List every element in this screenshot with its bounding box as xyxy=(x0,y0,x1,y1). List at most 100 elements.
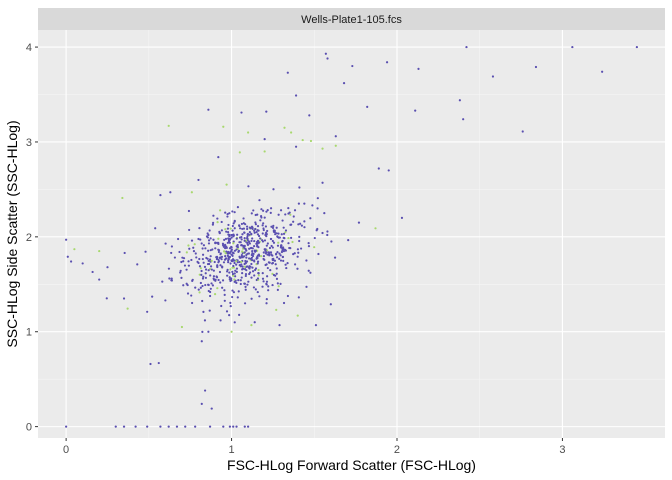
scatter-point xyxy=(307,269,310,272)
scatter-point xyxy=(214,247,217,250)
scatter-point xyxy=(225,310,229,313)
scatter-point xyxy=(213,292,217,296)
scatter-point xyxy=(66,255,69,258)
scatter-point xyxy=(190,239,194,242)
scatter-point xyxy=(286,294,290,298)
scatter-point xyxy=(202,261,205,264)
scatter-point xyxy=(229,301,232,304)
scatter-point xyxy=(192,250,196,253)
scatter-point xyxy=(342,82,346,85)
scatter-point xyxy=(282,236,285,240)
scatter-point xyxy=(264,252,267,255)
scatter-point xyxy=(212,275,216,278)
scatter-point xyxy=(212,269,215,272)
scatter-point xyxy=(324,52,327,55)
scatter-point xyxy=(254,223,258,226)
scatter-point xyxy=(289,213,292,216)
scatter-point xyxy=(274,233,277,236)
scatter-point xyxy=(201,277,205,280)
scatter-point xyxy=(207,108,210,111)
scatter-point xyxy=(200,269,203,273)
scatter-point xyxy=(272,259,275,262)
scatter-point xyxy=(259,215,263,218)
scatter-point xyxy=(259,219,262,222)
scatter-point xyxy=(458,99,461,102)
scatter-point xyxy=(253,231,256,234)
scatter-point xyxy=(210,282,213,285)
scatter-point xyxy=(167,267,171,270)
scatter-point xyxy=(271,272,274,275)
scatter-point xyxy=(194,252,197,255)
scatter-point xyxy=(274,263,277,266)
scatter-point xyxy=(231,210,234,213)
scatter-point xyxy=(204,272,207,275)
scatter-point xyxy=(207,283,210,287)
scatter-point xyxy=(294,145,298,148)
scatter-point xyxy=(251,249,254,253)
scatter-point xyxy=(254,267,258,270)
scatter-point xyxy=(272,188,275,191)
scatter-point xyxy=(226,215,229,218)
scatter-point xyxy=(248,272,251,276)
scatter-point xyxy=(220,220,223,224)
scatter-point xyxy=(221,265,224,268)
scatter-point xyxy=(190,294,193,297)
scatter-point xyxy=(251,266,254,269)
scatter-point xyxy=(232,264,235,268)
scatter-point xyxy=(277,241,280,244)
scatter-point xyxy=(280,250,284,254)
scatter-point xyxy=(194,286,197,289)
scatter-point xyxy=(211,284,215,287)
scatter-point xyxy=(250,276,253,279)
scatter-point xyxy=(246,235,249,238)
scatter-point xyxy=(243,236,246,240)
scatter-point xyxy=(188,247,191,250)
plot-panel xyxy=(38,30,665,438)
scatter-point xyxy=(242,244,245,247)
scatter-point xyxy=(326,57,329,60)
scatter-point xyxy=(284,213,287,216)
scatter-point xyxy=(278,252,281,255)
scatter-point xyxy=(265,280,269,283)
scatter-point xyxy=(233,261,236,265)
scatter-point xyxy=(571,45,574,49)
scatter-point xyxy=(296,248,300,251)
scatter-point xyxy=(276,244,280,247)
scatter-point xyxy=(91,270,94,274)
scatter-point xyxy=(208,309,211,312)
scatter-point xyxy=(236,296,239,299)
scatter-point xyxy=(251,252,254,255)
scatter-point xyxy=(213,260,216,264)
scatter-point xyxy=(264,225,268,228)
scatter-point xyxy=(240,238,243,241)
scatter-point xyxy=(253,274,256,277)
scatter-point xyxy=(276,282,279,285)
scatter-point xyxy=(231,260,234,263)
scatter-point xyxy=(240,222,243,226)
scatter-point xyxy=(206,262,210,266)
scatter-point xyxy=(234,275,237,278)
scatter-point xyxy=(266,253,269,256)
scatter-point xyxy=(185,282,188,285)
scatter-point xyxy=(313,236,316,240)
x-tick-label: 1 xyxy=(228,444,234,456)
scatter-point xyxy=(180,325,184,329)
scatter-point xyxy=(262,257,265,261)
scatter-point xyxy=(263,150,266,153)
scatter-point xyxy=(275,267,278,270)
scatter-point xyxy=(210,259,213,262)
scatter-point xyxy=(333,256,337,259)
scatter-point xyxy=(334,144,337,147)
scatter-point xyxy=(281,219,284,222)
scatter-point xyxy=(286,262,289,265)
scatter-point xyxy=(254,250,257,253)
scatter-point xyxy=(249,247,252,250)
scatter-point xyxy=(255,256,259,259)
facet-strip xyxy=(38,8,665,30)
scatter-point xyxy=(218,231,221,234)
scatter-point xyxy=(290,131,293,134)
scatter-point xyxy=(180,276,183,279)
scatter-point xyxy=(98,278,101,281)
scatter-point xyxy=(250,233,253,236)
scatter-point xyxy=(209,294,212,298)
